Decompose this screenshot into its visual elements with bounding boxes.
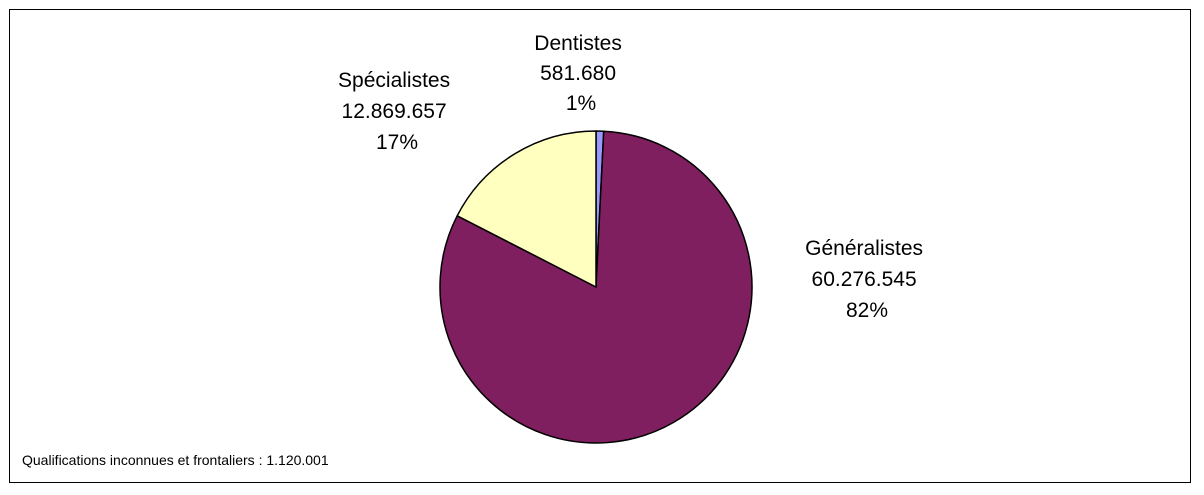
pie-slice-specialistes [456,130,597,288]
slice-percent-generalistes: 82% [846,299,888,322]
slice-name-specialistes: Spécialistes [338,69,450,92]
slice-value-generalistes: 60.276.545 [812,268,917,291]
slice-value-specialistes: 12.869.657 [342,100,447,123]
slice-percent-specialistes: 17% [376,131,418,154]
slice-label-dentistes: Dentistes 581.680 1% [534,32,627,115]
chart-footnote: Qualifications inconnues et frontaliers … [22,452,329,468]
pie-slices [439,130,753,444]
slice-value-dentistes: 581.680 [540,62,616,85]
slice-label-specialistes: Spécialistes 12.869.657 17% [338,69,456,154]
slice-name-dentistes: Dentistes [534,32,622,55]
slice-name-generalistes: Généralistes [805,237,923,260]
slice-percent-dentistes: 1% [566,92,596,115]
slice-label-generalistes: Généralistes 60.276.545 82% [805,237,929,322]
